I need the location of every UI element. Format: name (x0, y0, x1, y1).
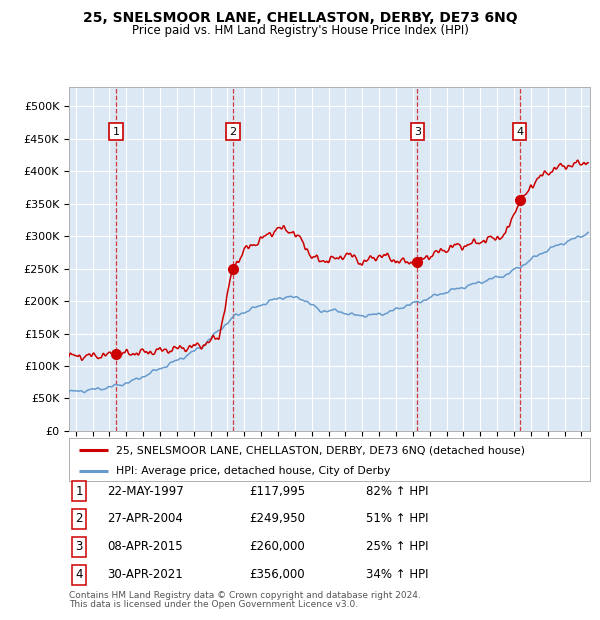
Text: 2: 2 (76, 513, 83, 525)
Text: 34% ↑ HPI: 34% ↑ HPI (366, 569, 428, 581)
Text: 25, SNELSMOOR LANE, CHELLASTON, DERBY, DE73 6NQ (detached house): 25, SNELSMOOR LANE, CHELLASTON, DERBY, D… (116, 445, 525, 455)
Text: This data is licensed under the Open Government Licence v3.0.: This data is licensed under the Open Gov… (69, 600, 358, 609)
Text: £356,000: £356,000 (249, 569, 305, 581)
Text: 4: 4 (76, 569, 83, 581)
Text: HPI: Average price, detached house, City of Derby: HPI: Average price, detached house, City… (116, 466, 390, 476)
Text: £260,000: £260,000 (249, 541, 305, 553)
Text: 25% ↑ HPI: 25% ↑ HPI (366, 541, 428, 553)
Text: 1: 1 (113, 126, 119, 136)
Text: 30-APR-2021: 30-APR-2021 (107, 569, 182, 581)
Text: Contains HM Land Registry data © Crown copyright and database right 2024.: Contains HM Land Registry data © Crown c… (69, 590, 421, 600)
Text: 08-APR-2015: 08-APR-2015 (107, 541, 182, 553)
Text: 82% ↑ HPI: 82% ↑ HPI (366, 485, 428, 497)
Text: £117,995: £117,995 (249, 485, 305, 497)
Text: 1: 1 (76, 485, 83, 497)
Text: 3: 3 (414, 126, 421, 136)
Text: 4: 4 (516, 126, 523, 136)
Text: 3: 3 (76, 541, 83, 553)
Text: £249,950: £249,950 (249, 513, 305, 525)
Text: 2: 2 (229, 126, 236, 136)
Text: 51% ↑ HPI: 51% ↑ HPI (366, 513, 428, 525)
Text: Price paid vs. HM Land Registry's House Price Index (HPI): Price paid vs. HM Land Registry's House … (131, 24, 469, 37)
Text: 25, SNELSMOOR LANE, CHELLASTON, DERBY, DE73 6NQ: 25, SNELSMOOR LANE, CHELLASTON, DERBY, D… (83, 11, 517, 25)
Text: 27-APR-2004: 27-APR-2004 (107, 513, 182, 525)
Text: 22-MAY-1997: 22-MAY-1997 (107, 485, 184, 497)
